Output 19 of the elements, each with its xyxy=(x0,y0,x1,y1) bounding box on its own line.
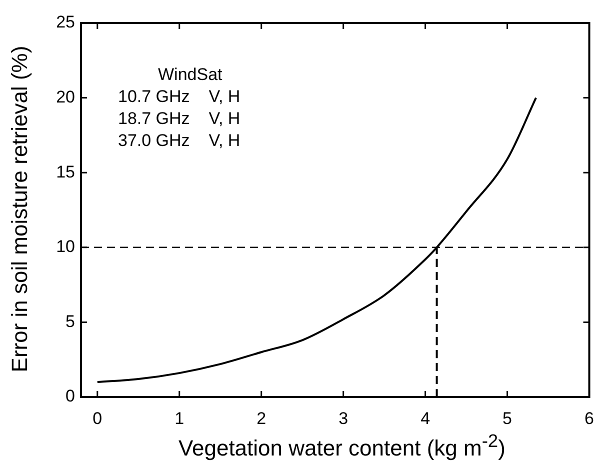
y-tick-label: 5 xyxy=(66,312,75,331)
y-tick-label: 15 xyxy=(56,162,75,182)
annotation: 18.7 GHz V, H xyxy=(118,108,240,130)
annotation: 10.7 GHz V, H xyxy=(118,86,240,108)
x-tick-label: 6 xyxy=(584,408,594,428)
x-tick-label: 2 xyxy=(256,408,266,428)
x-axis-title: Vegetation water content (kg m$^{-2}$) xyxy=(178,430,506,462)
annotation: WindSat xyxy=(157,64,224,86)
y-tick-label: 20 xyxy=(56,87,75,106)
x-tick-label: 0 xyxy=(92,408,102,428)
y-tick-label: 10 xyxy=(56,237,75,256)
x-tick-label: 4 xyxy=(420,408,430,428)
y-axis-title: Error in soil moisture retrieval (%) xyxy=(7,44,33,374)
x-tick-label: 3 xyxy=(338,408,348,428)
x-tick-label: 1 xyxy=(174,408,184,428)
annotation: 37.0 GHz V, H xyxy=(118,130,240,152)
y-tick-label: 0 xyxy=(66,386,75,406)
y-tick-label: 25 xyxy=(56,12,75,32)
x-tick-label: 5 xyxy=(502,408,512,428)
